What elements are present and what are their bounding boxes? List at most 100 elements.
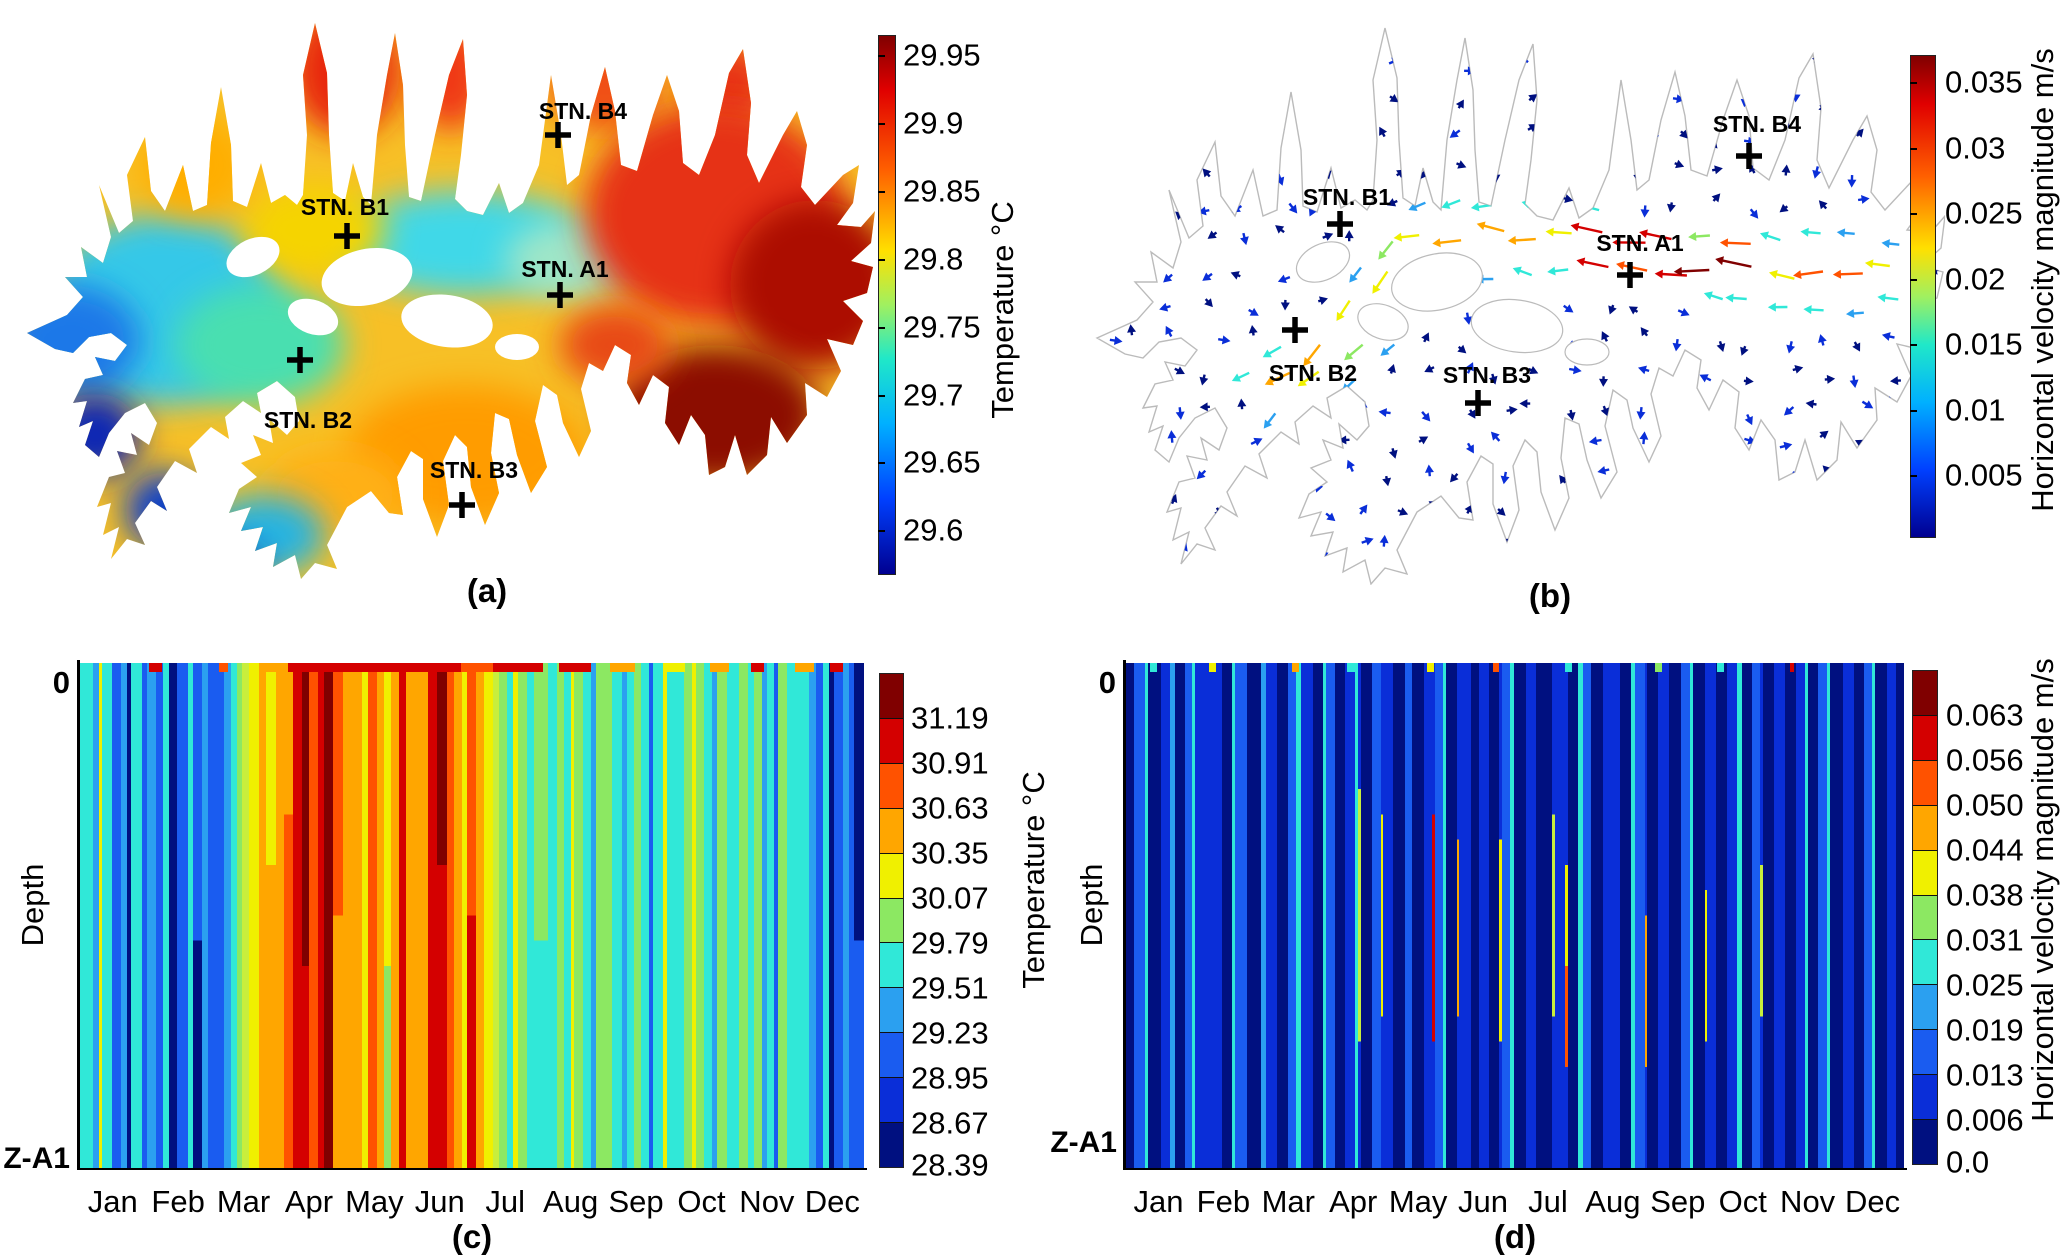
contour-stripe bbox=[675, 663, 685, 1168]
station-cross-icon bbox=[1282, 317, 1308, 343]
colorbar-segment bbox=[880, 674, 903, 718]
panel-a-station-marker: STN. B1 bbox=[301, 194, 389, 249]
temperature-region bbox=[50, 393, 140, 477]
colorbar-b-title: Horizontal velocity magnitude m/s bbox=[2025, 48, 2060, 512]
contour-stripe bbox=[1681, 663, 1690, 1168]
station-label: STN. B1 bbox=[301, 194, 389, 220]
island bbox=[1295, 241, 1351, 283]
contour-stripe bbox=[1510, 663, 1514, 1168]
contour-stripe bbox=[343, 663, 354, 1168]
month-tick-label: Dec bbox=[1844, 1184, 1901, 1219]
velocity-arrow bbox=[1672, 94, 1685, 104]
velocity-arrow bbox=[1288, 202, 1298, 214]
contour-stripe bbox=[1161, 663, 1170, 1168]
contour-stripe bbox=[1554, 663, 1566, 1168]
colorbar-d-velocity bbox=[1912, 670, 1938, 1165]
velocity-arrow bbox=[1713, 397, 1723, 410]
contour-stripe bbox=[1895, 663, 1904, 1168]
velocity-arrow bbox=[1097, 505, 1107, 518]
contour-stripe bbox=[1689, 663, 1693, 1168]
velocity-arrow bbox=[1414, 545, 1424, 555]
panel-d-bottom-station-label: Z-A1 bbox=[1050, 1126, 1117, 1159]
velocity-arrow bbox=[1561, 533, 1571, 546]
velocity-arrow bbox=[1879, 193, 1891, 203]
contour-stripe bbox=[1169, 663, 1175, 1168]
station-label: STN. B3 bbox=[430, 457, 518, 483]
velocity-arrow bbox=[1810, 37, 1823, 46]
velocity-arrow bbox=[1103, 472, 1114, 481]
velocity-arrow bbox=[1816, 538, 1827, 547]
velocity-arrow bbox=[1344, 230, 1354, 242]
velocity-arrow bbox=[1512, 266, 1533, 277]
contour-stripe bbox=[1147, 663, 1162, 1168]
contour-stripe bbox=[1707, 663, 1716, 1168]
velocity-arrow bbox=[1470, 202, 1492, 212]
surface-band bbox=[1126, 663, 1905, 672]
colorbar-tick-label: 0.031 bbox=[1946, 922, 2024, 958]
month-tick-label: Oct bbox=[677, 1184, 726, 1219]
velocity-arrow bbox=[1336, 299, 1351, 322]
colorbar-segment bbox=[1913, 1074, 1937, 1120]
contour-stripe bbox=[390, 663, 400, 1168]
contour-stripe bbox=[726, 663, 740, 1168]
temperature-region bbox=[560, 305, 670, 385]
contour-stripe bbox=[1232, 663, 1236, 1168]
month-tick-label: Mar bbox=[216, 1184, 271, 1219]
velocity-arrow bbox=[1854, 583, 1860, 584]
velocity-arrow bbox=[1844, 505, 1855, 515]
contour-stripe bbox=[1669, 663, 1682, 1168]
velocity-arrow bbox=[1163, 273, 1173, 283]
velocity-arrow bbox=[1598, 123, 1610, 133]
velocity-arrow bbox=[1457, 344, 1467, 354]
velocity-arrow bbox=[1379, 126, 1388, 138]
colorbar-tick-mark bbox=[878, 122, 885, 125]
contour-stripe bbox=[1405, 663, 1412, 1168]
month-tick-label: Oct bbox=[1718, 1184, 1767, 1219]
colorbar-segment bbox=[1913, 714, 1937, 760]
panel-d-y-axis bbox=[1123, 660, 1126, 1170]
colorbar-segment bbox=[1913, 671, 1937, 715]
island bbox=[287, 298, 339, 336]
velocity-arrow bbox=[1891, 29, 1901, 38]
velocity-arrow bbox=[1167, 430, 1177, 443]
velocity-arrow bbox=[1744, 413, 1753, 426]
surface-band-gap bbox=[814, 663, 830, 672]
station-label: STN. B4 bbox=[539, 98, 627, 124]
velocity-arrow bbox=[1779, 203, 1789, 213]
velocity-arrow bbox=[1454, 533, 1463, 544]
velocity-arrow bbox=[1351, 105, 1363, 114]
velocity-arrow bbox=[1284, 459, 1293, 472]
colorbar-tick-label: 28.39 bbox=[911, 1147, 989, 1183]
contour-stripe bbox=[526, 663, 535, 1168]
panel-c-bottom-station-label: Z-A1 bbox=[3, 1142, 70, 1175]
panel-a-station-marker: STN. B3 bbox=[430, 457, 518, 518]
velocity-arrow bbox=[1233, 29, 1243, 39]
colorbar-tick-label: 0.019 bbox=[1946, 1012, 2024, 1048]
colorbar-segment bbox=[880, 1077, 903, 1123]
velocity-arrow bbox=[1108, 299, 1119, 308]
contour-stripe bbox=[176, 663, 189, 1168]
contour-stripe bbox=[236, 663, 242, 1168]
velocity-arrow bbox=[1231, 371, 1250, 382]
contour-stripe bbox=[1499, 663, 1502, 1168]
contour-stripe bbox=[1853, 663, 1864, 1168]
velocity-arrow bbox=[1545, 227, 1572, 237]
colorbar-tick-mark bbox=[1910, 278, 1917, 281]
contour-stripe bbox=[556, 663, 565, 1168]
colorbar-d-title: Horizontal velocity magnitude m/s bbox=[2025, 658, 2060, 1122]
velocity-arrow bbox=[1792, 364, 1804, 374]
contour-stripe bbox=[1479, 663, 1490, 1168]
velocity-arrow bbox=[1429, 52, 1438, 62]
velocity-arrow bbox=[1755, 469, 1765, 479]
velocity-arrow bbox=[1782, 56, 1792, 67]
contour-stripe bbox=[80, 663, 93, 1168]
contour-stripe bbox=[293, 663, 302, 1168]
velocity-arrow bbox=[1768, 270, 1795, 280]
surface-band-gap bbox=[764, 663, 796, 672]
velocity-arrow bbox=[1317, 131, 1327, 144]
velocity-arrow bbox=[1097, 121, 1106, 133]
velocity-arrow bbox=[1673, 53, 1683, 65]
contour-stripe bbox=[461, 663, 467, 1168]
velocity-arrow bbox=[1666, 202, 1676, 213]
velocity-arrow bbox=[1455, 99, 1464, 109]
